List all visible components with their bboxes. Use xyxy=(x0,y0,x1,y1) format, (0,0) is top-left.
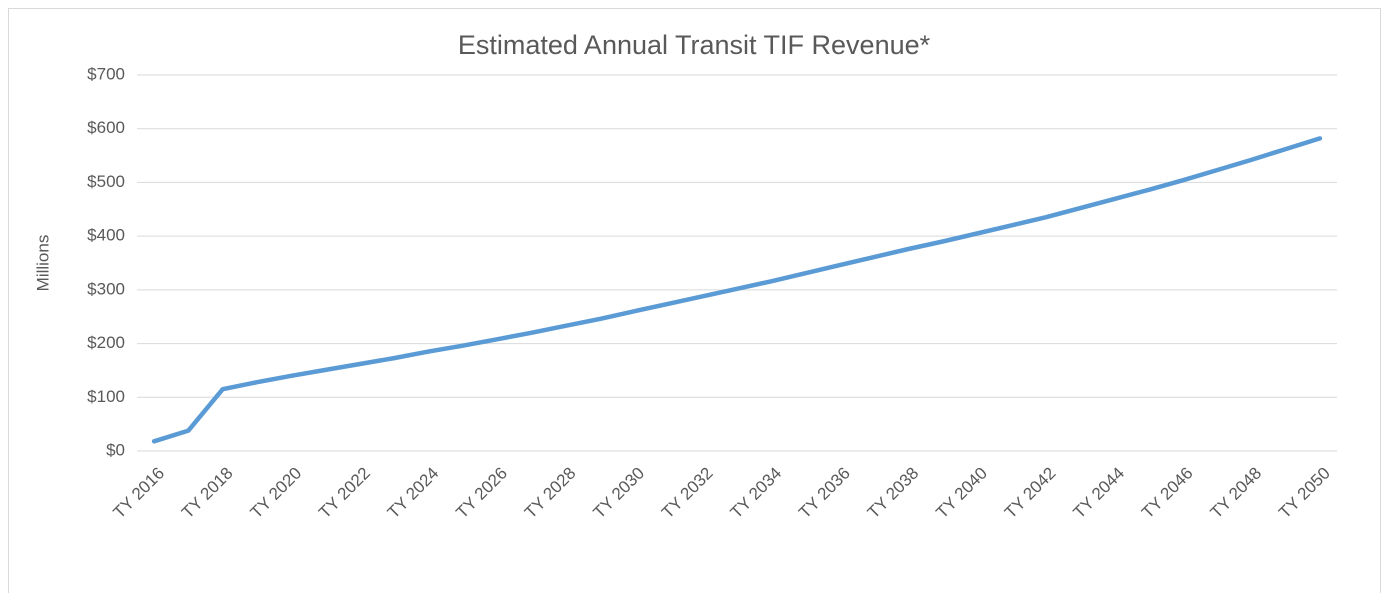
y-tick-label: $200 xyxy=(87,333,125,352)
y-tick-label: $300 xyxy=(87,279,125,298)
y-axis-label: Millions xyxy=(33,235,52,292)
data-line xyxy=(151,136,1323,444)
y-tick-label: $400 xyxy=(87,226,125,245)
chart-title: Estimated Annual Transit TIF Revenue* xyxy=(458,30,931,60)
y-tick-label: $700 xyxy=(87,64,125,83)
y-tick-label: $500 xyxy=(87,172,125,191)
y-tick-label: $100 xyxy=(87,387,125,406)
y-tick-label: $0 xyxy=(106,440,125,459)
chart-border xyxy=(8,8,1381,593)
y-tick-label: $600 xyxy=(87,118,125,137)
